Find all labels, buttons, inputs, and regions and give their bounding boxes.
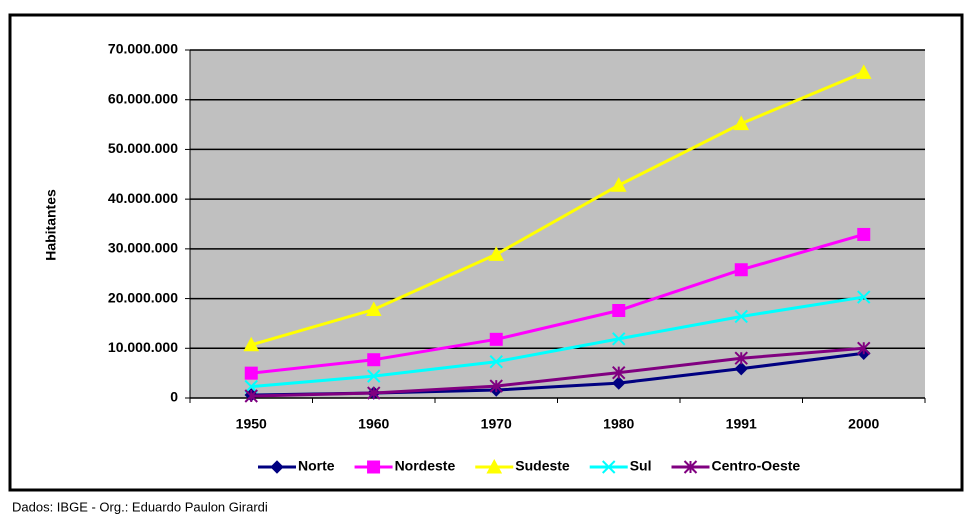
data-point (734, 361, 748, 376)
data-point (367, 369, 381, 383)
legend-label: Nordeste (395, 458, 456, 474)
y-axis-label: Habitantes (43, 189, 59, 261)
source-note: Dados: IBGE - Org.: Eduardo Paulon Girar… (12, 499, 268, 514)
data-point (367, 353, 381, 367)
data-point (612, 332, 626, 346)
y-tick-label: 20.000.000 (108, 289, 178, 305)
data-point (734, 309, 748, 324)
legend-label: Sul (630, 458, 652, 474)
data-point (365, 301, 382, 317)
x-tick-label: 1960 (358, 416, 389, 432)
legend-marker (683, 460, 698, 474)
data-point (855, 64, 872, 79)
data-point (612, 365, 626, 380)
series-line (251, 295, 864, 389)
data-point (489, 355, 503, 369)
data-point (857, 341, 871, 355)
data-point (610, 177, 627, 192)
data-point (489, 332, 503, 346)
series-line (251, 346, 864, 398)
data-point (367, 386, 381, 400)
legend-marker (486, 458, 503, 474)
data-point (734, 351, 748, 365)
y-tick-label: 70.000.000 (108, 41, 178, 57)
data-point (244, 389, 258, 403)
legend-label: Norte (298, 458, 335, 474)
x-tick-label: 1970 (481, 416, 512, 432)
legend-label: Centro-Oeste (712, 458, 801, 474)
data-point (733, 115, 750, 131)
data-point (612, 376, 626, 390)
plot-area (190, 50, 925, 398)
y-tick-label: 50.000.000 (108, 140, 178, 156)
y-tick-label: 60.000.000 (108, 90, 178, 106)
data-point (488, 246, 505, 261)
data-point (244, 379, 258, 394)
data-point (244, 366, 258, 380)
x-tick-label: 2000 (848, 416, 879, 432)
y-tick-label: 0 (170, 389, 178, 405)
legend-marker (602, 460, 616, 474)
data-point (612, 304, 626, 318)
data-point (489, 379, 503, 393)
y-tick-label: 30.000.000 (108, 240, 178, 256)
x-tick-label: 1991 (726, 416, 757, 432)
series-line (250, 70, 865, 347)
series-line (251, 232, 865, 375)
y-tick-label: 10.000.000 (108, 339, 178, 355)
legend-marker (270, 460, 284, 474)
x-tick-label: 1950 (236, 416, 267, 432)
data-point (857, 290, 871, 304)
legend-marker (367, 460, 381, 474)
x-tick-label: 1980 (603, 416, 634, 432)
data-point (243, 336, 260, 352)
legend-label: Sudeste (515, 458, 570, 474)
data-point (734, 263, 748, 277)
data-point (857, 227, 871, 241)
y-tick-label: 40.000.000 (108, 190, 178, 206)
